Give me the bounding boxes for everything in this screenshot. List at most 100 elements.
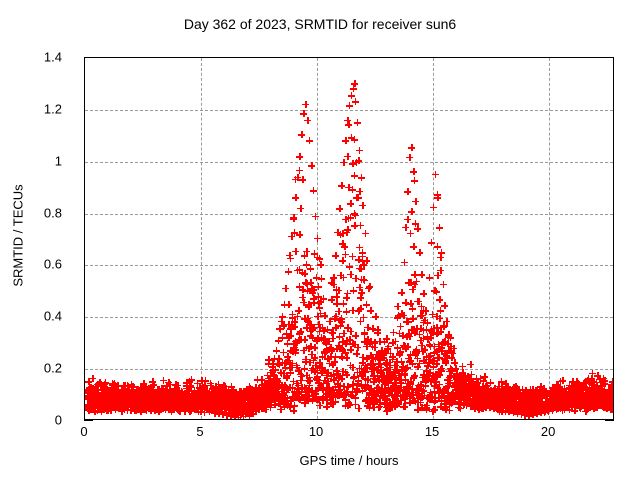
data-point (382, 359, 389, 367)
data-point (521, 394, 528, 402)
data-point (419, 326, 427, 334)
data-point (279, 369, 287, 377)
data-point (513, 409, 521, 417)
data-point (143, 386, 151, 394)
data-point (389, 397, 397, 405)
data-point (460, 380, 468, 388)
data-point (466, 394, 474, 402)
data-point (92, 401, 100, 409)
data-point (268, 391, 276, 399)
data-point (498, 386, 506, 394)
data-point (494, 386, 502, 394)
data-point (234, 396, 242, 404)
data-point (128, 394, 136, 402)
data-point (92, 386, 100, 394)
data-point (577, 400, 585, 408)
data-point (503, 398, 511, 406)
data-point (598, 384, 606, 392)
data-point (162, 398, 170, 406)
data-point (426, 369, 434, 377)
data-point (154, 399, 162, 407)
data-point (413, 391, 421, 399)
data-point (571, 397, 579, 405)
data-point (131, 397, 139, 405)
data-point (85, 387, 92, 395)
data-point (473, 387, 481, 395)
data-point (441, 350, 449, 358)
data-point (437, 248, 445, 256)
data-point (170, 389, 178, 397)
data-point (417, 302, 425, 310)
data-point (267, 378, 275, 386)
data-point (273, 374, 281, 382)
data-point (100, 388, 108, 396)
data-point (487, 390, 495, 398)
data-point (453, 369, 460, 377)
data-point (440, 322, 448, 330)
data-point (461, 392, 469, 400)
data-point (222, 397, 230, 405)
data-point (566, 392, 574, 400)
data-point (460, 388, 468, 396)
data-point (563, 393, 571, 401)
data-point (416, 249, 424, 257)
data-point (110, 404, 118, 412)
data-point (587, 393, 595, 401)
data-point (570, 387, 578, 395)
data-point (457, 378, 465, 386)
data-point (589, 394, 597, 402)
data-point (535, 398, 543, 406)
data-point (274, 337, 282, 345)
data-point (467, 380, 475, 388)
data-point (393, 357, 401, 365)
data-point (282, 399, 289, 407)
data-point (434, 328, 442, 336)
data-point (551, 397, 559, 405)
data-point (499, 389, 507, 397)
data-point (169, 390, 177, 398)
data-point (263, 397, 271, 405)
data-point (478, 383, 486, 391)
data-point (266, 395, 274, 403)
data-point (160, 389, 168, 397)
data-point (190, 387, 198, 395)
data-point (355, 146, 363, 154)
data-point (537, 393, 545, 401)
data-point (452, 382, 460, 390)
data-point (517, 410, 525, 418)
data-point (101, 398, 109, 406)
data-point (557, 392, 565, 400)
data-point (476, 394, 484, 402)
data-point (290, 393, 298, 401)
data-point (568, 390, 576, 398)
data-point (408, 143, 416, 151)
data-point (210, 390, 218, 398)
data-point (471, 385, 479, 393)
data-point (95, 402, 103, 410)
data-point (125, 396, 133, 404)
data-point (369, 325, 377, 333)
data-point (411, 388, 419, 396)
data-point (396, 385, 404, 393)
data-point (239, 391, 247, 399)
data-point (142, 384, 150, 392)
data-point (243, 396, 251, 404)
data-point (396, 322, 404, 330)
data-point (524, 407, 532, 415)
data-point (294, 337, 302, 345)
data-point (538, 387, 546, 395)
data-point (476, 402, 484, 410)
data-point (206, 405, 214, 413)
data-point (365, 284, 373, 292)
data-point (502, 399, 510, 407)
data-point (531, 388, 539, 396)
data-point (113, 387, 121, 395)
data-point (415, 384, 423, 392)
data-point (110, 379, 118, 387)
data-point (382, 400, 390, 408)
data-point (158, 397, 166, 405)
data-point (215, 402, 223, 410)
data-point (147, 403, 155, 411)
data-point (524, 403, 532, 411)
data-point (123, 381, 131, 389)
